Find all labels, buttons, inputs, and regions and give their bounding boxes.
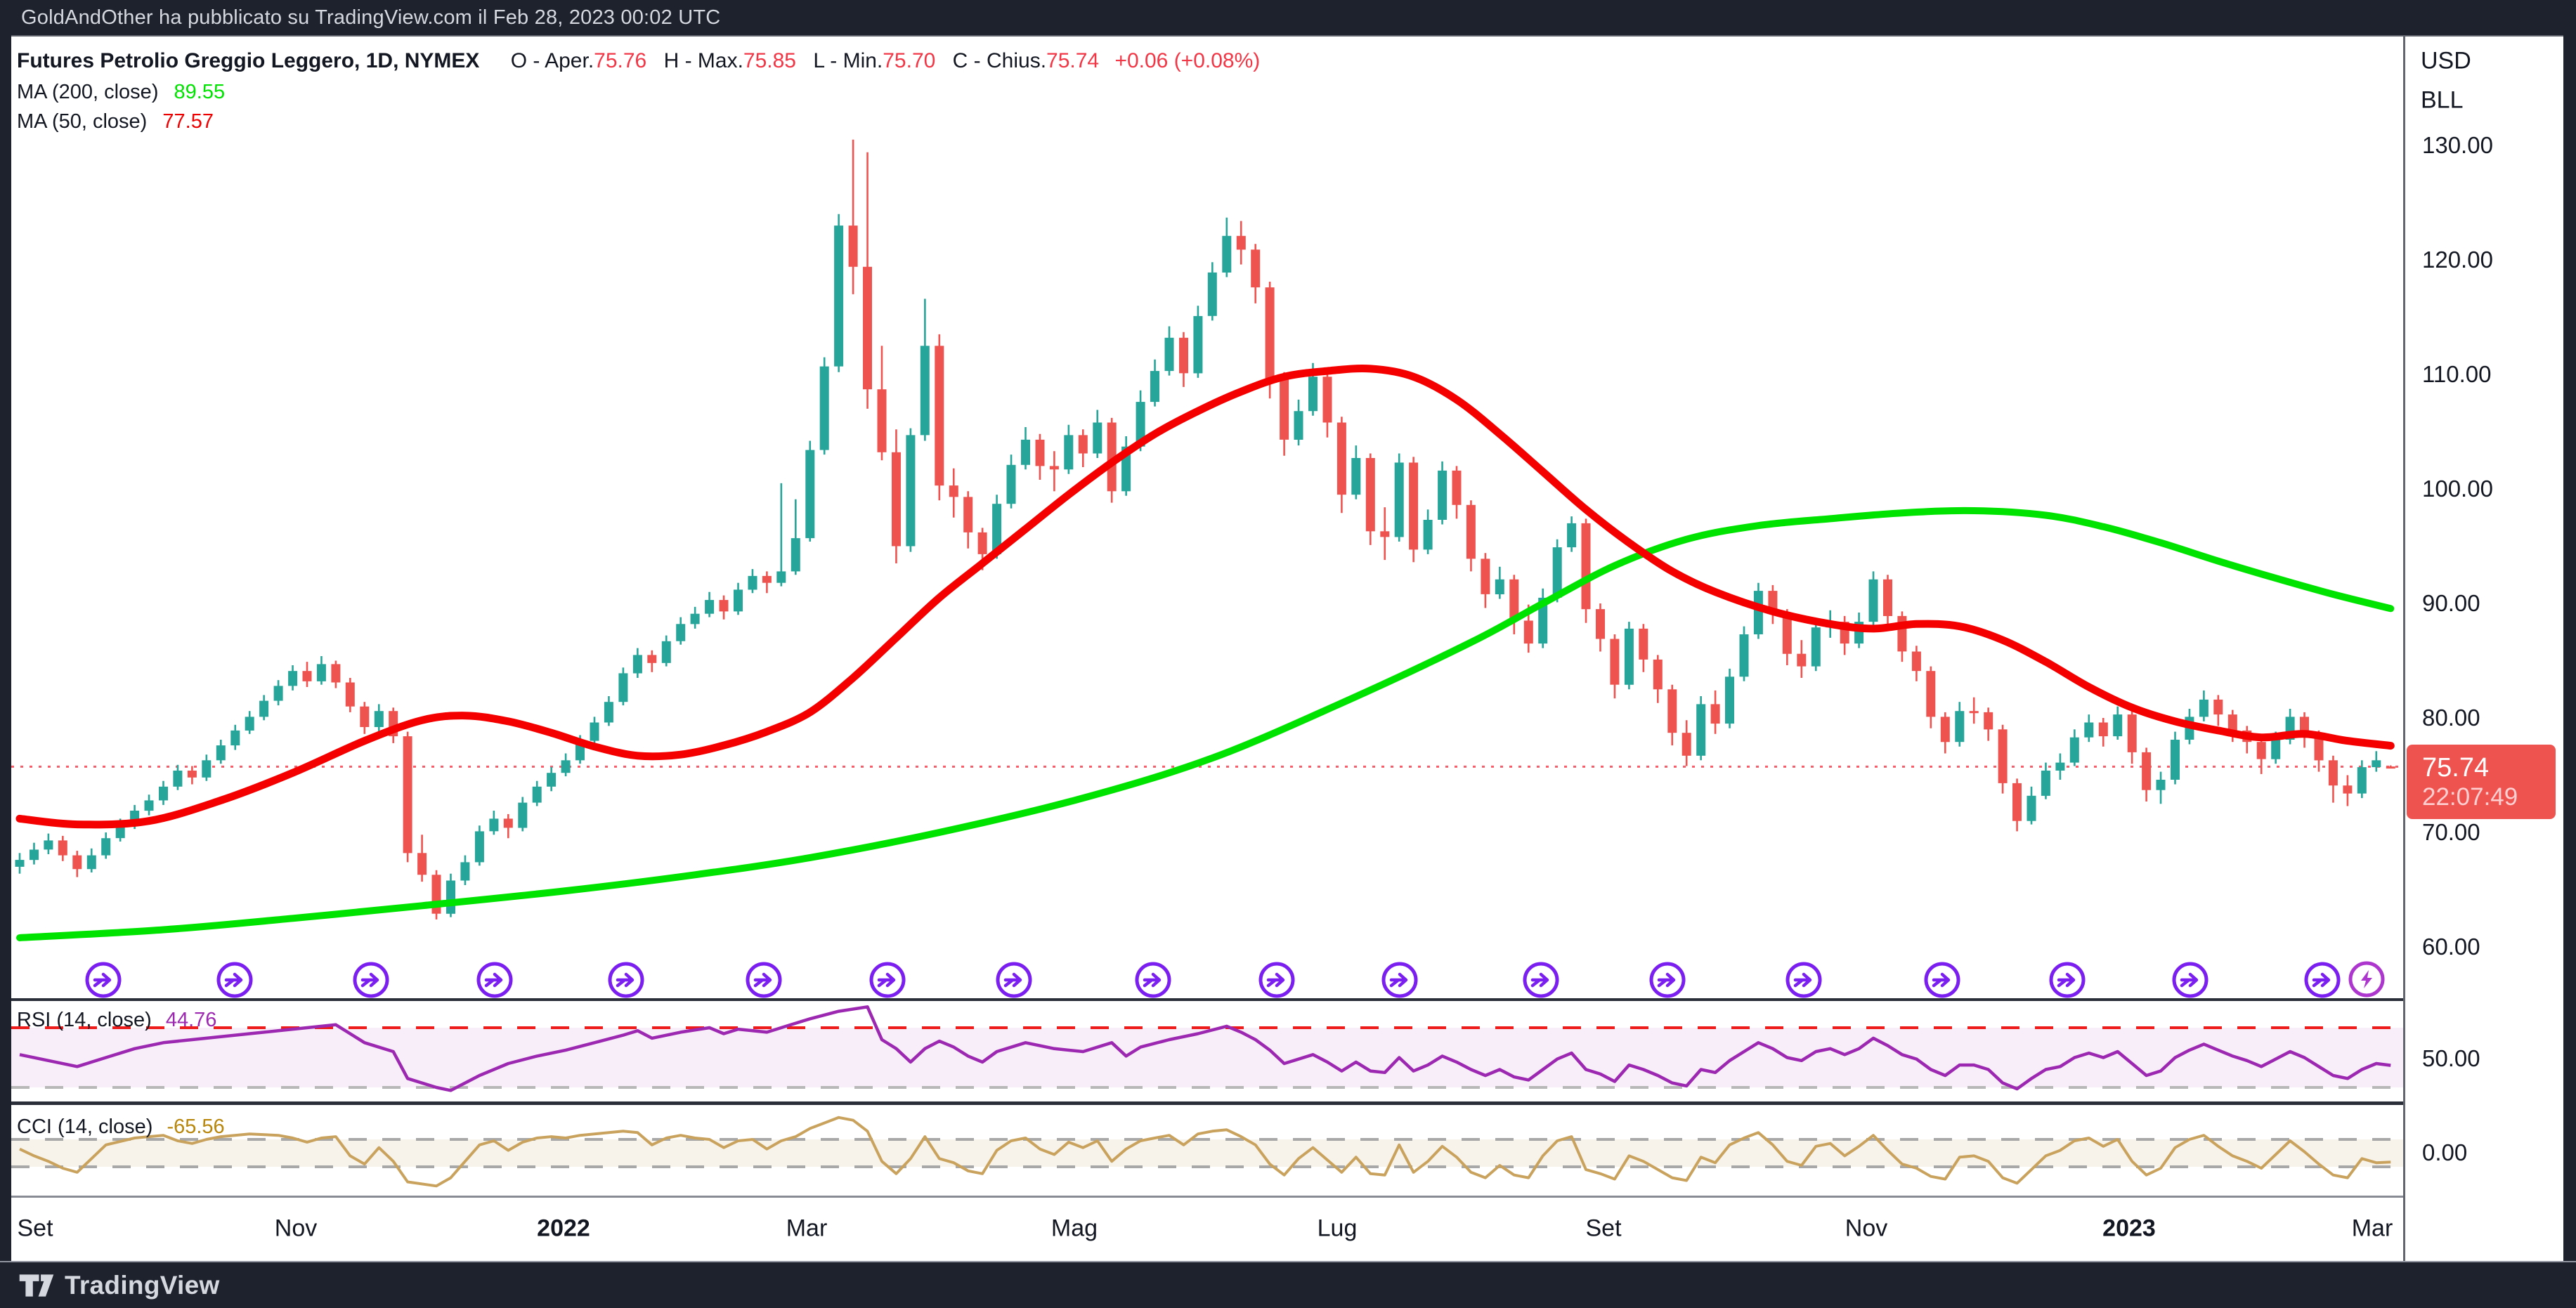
- rsi-pane[interactable]: [11, 1000, 2403, 1101]
- arrow-marker-icon[interactable]: [1135, 962, 1171, 998]
- arrow-marker-icon[interactable]: [869, 962, 906, 998]
- publication-banner-text: GoldAndOther ha pubblicato su TradingVie…: [21, 6, 721, 29]
- bar-countdown: 22:07:49: [2422, 783, 2518, 811]
- price-tick: 60.00: [2422, 934, 2480, 960]
- arrow-marker-icon[interactable]: [746, 962, 782, 998]
- arrow-marker-icon[interactable]: [1649, 962, 1686, 998]
- time-axis[interactable]: Set Nov 2022 Mar Mag Lug Set Nov 2023 Mar: [11, 1198, 2403, 1260]
- arrow-marker-icon[interactable]: [216, 962, 253, 998]
- price-tick: 110.00: [2422, 361, 2492, 387]
- cci-line: [19, 1116, 2391, 1188]
- arrow-marker-icon[interactable]: [476, 962, 513, 998]
- time-tick: Mar: [2351, 1215, 2393, 1242]
- price-tick: 130.00: [2422, 132, 2493, 158]
- price-tick: 120.00: [2422, 247, 2493, 273]
- last-price: 75.74: [2422, 753, 2490, 783]
- time-tick: Mar: [786, 1215, 828, 1242]
- footer-bar: TradingView: [0, 1261, 2576, 1308]
- time-tick: Nov: [1845, 1215, 1888, 1242]
- time-tick: Lug: [1317, 1215, 1358, 1242]
- candles: [15, 139, 2395, 920]
- price-tick: 90.00: [2422, 590, 2480, 616]
- arrow-marker-icon[interactable]: [2049, 962, 2086, 998]
- rsi-line: [19, 1005, 2391, 1092]
- time-tick: Mag: [1050, 1215, 1098, 1242]
- axis-unit: BLL: [2421, 86, 2464, 114]
- time-tick: 2023: [2102, 1215, 2156, 1242]
- event-markers[interactable]: [85, 962, 2341, 998]
- pane-separator-rsi-cci[interactable]: [11, 1101, 2563, 1105]
- time-tick: Nov: [274, 1215, 318, 1242]
- tradingview-logo-icon[interactable]: [18, 1271, 55, 1300]
- frame-left: [0, 0, 11, 1308]
- lightning-icon[interactable]: [2348, 961, 2385, 998]
- rsi-band-fill: [11, 1028, 2403, 1087]
- price-tick: 70.00: [2422, 819, 2480, 845]
- ma50-line: [15, 365, 2395, 829]
- arrow-marker-icon[interactable]: [1924, 962, 1960, 998]
- tradingview-brand[interactable]: TradingView: [65, 1270, 220, 1300]
- arrow-marker-icon[interactable]: [2304, 962, 2341, 998]
- rsi-axis-tick: 50.00: [2422, 1045, 2480, 1071]
- cci-pane[interactable]: [11, 1104, 2403, 1196]
- cci-band-fill: [11, 1139, 2403, 1167]
- arrow-marker-icon[interactable]: [2172, 962, 2209, 998]
- price-tick: 80.00: [2422, 705, 2480, 731]
- pane-separator-main-rsi[interactable]: [11, 998, 2563, 1001]
- publication-banner: GoldAndOther ha pubblicato su TradingVie…: [0, 0, 2576, 37]
- arrow-marker-icon[interactable]: [608, 962, 644, 998]
- arrow-marker-icon[interactable]: [1258, 962, 1295, 998]
- arrow-marker-icon[interactable]: [1381, 962, 1418, 998]
- ma200-line: [16, 506, 2395, 941]
- time-tick: 2022: [537, 1215, 590, 1242]
- arrow-marker-icon[interactable]: [353, 962, 389, 998]
- time-tick: Set: [1585, 1215, 1622, 1242]
- main-price-pane[interactable]: [11, 37, 2403, 998]
- time-axis-border: [11, 1196, 2563, 1198]
- time-tick: Set: [17, 1215, 53, 1242]
- price-tick: 100.00: [2422, 476, 2493, 502]
- arrow-marker-icon[interactable]: [85, 962, 122, 998]
- frame-right: [2563, 0, 2576, 1308]
- price-axis[interactable]: USD BLL 75.74 22:07:49 50.00 0.00 130.00…: [2403, 37, 2563, 1261]
- cci-axis-tick: 0.00: [2422, 1139, 2468, 1165]
- arrow-marker-icon[interactable]: [1785, 962, 1822, 998]
- axis-currency: USD: [2421, 47, 2471, 74]
- arrow-marker-icon[interactable]: [1523, 962, 1559, 998]
- last-price-badge: 75.74 22:07:49: [2407, 745, 2556, 819]
- arrow-marker-icon[interactable]: [996, 962, 1032, 998]
